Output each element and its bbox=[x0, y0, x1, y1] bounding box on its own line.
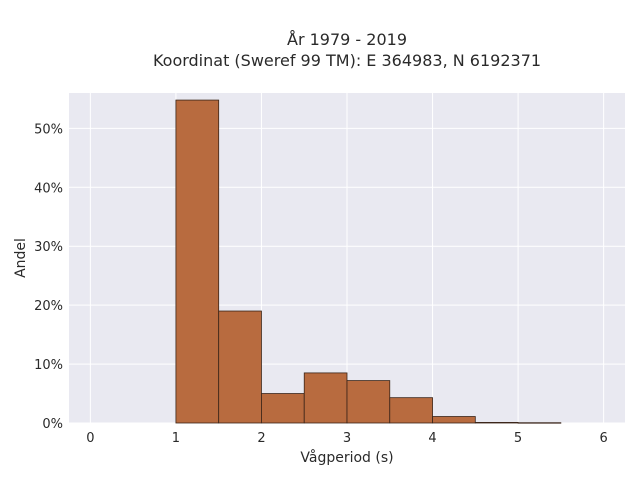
histogram-bar-1 bbox=[218, 310, 262, 424]
x-tick-label-4: 4 bbox=[428, 431, 436, 446]
y-axis-ticks: 0% 10% 20% 30% 40% 50% bbox=[34, 122, 63, 432]
chart-title-line1: År 1979 - 2019 bbox=[287, 30, 407, 49]
histogram-bar-0 bbox=[175, 99, 220, 424]
x-axis-ticks: 0 1 2 3 4 5 6 bbox=[86, 431, 608, 446]
y-tick-label-4: 40% bbox=[34, 181, 63, 196]
x-tick-label-6: 6 bbox=[599, 431, 607, 446]
x-tick-label-2: 2 bbox=[257, 431, 265, 446]
histogram-bars bbox=[175, 99, 562, 424]
x-tick-label-5: 5 bbox=[514, 431, 522, 446]
chart-title-line2: Koordinat (Sweref 99 TM): E 364983, N 61… bbox=[153, 51, 541, 70]
histogram-bar-7 bbox=[474, 422, 519, 424]
y-tick-label-5: 50% bbox=[34, 122, 63, 137]
histogram-bar-3 bbox=[303, 372, 348, 424]
histogram-bar-5 bbox=[389, 397, 433, 424]
histogram-bar-2 bbox=[261, 393, 305, 424]
histogram-bar-8 bbox=[517, 422, 562, 424]
x-tick-label-0: 0 bbox=[86, 431, 94, 446]
y-tick-label-0: 0% bbox=[42, 417, 63, 432]
y-tick-label-3: 30% bbox=[34, 240, 63, 255]
histogram-bar-6 bbox=[432, 416, 476, 424]
y-tick-label-1: 10% bbox=[34, 358, 63, 373]
x-tick-label-1: 1 bbox=[172, 431, 180, 446]
y-tick-label-2: 20% bbox=[34, 299, 63, 314]
x-tick-label-3: 3 bbox=[343, 431, 351, 446]
y-axis-label: Andel bbox=[13, 238, 29, 278]
histogram-bar-4 bbox=[346, 380, 391, 424]
x-axis-label: Vågperiod (s) bbox=[300, 449, 393, 466]
